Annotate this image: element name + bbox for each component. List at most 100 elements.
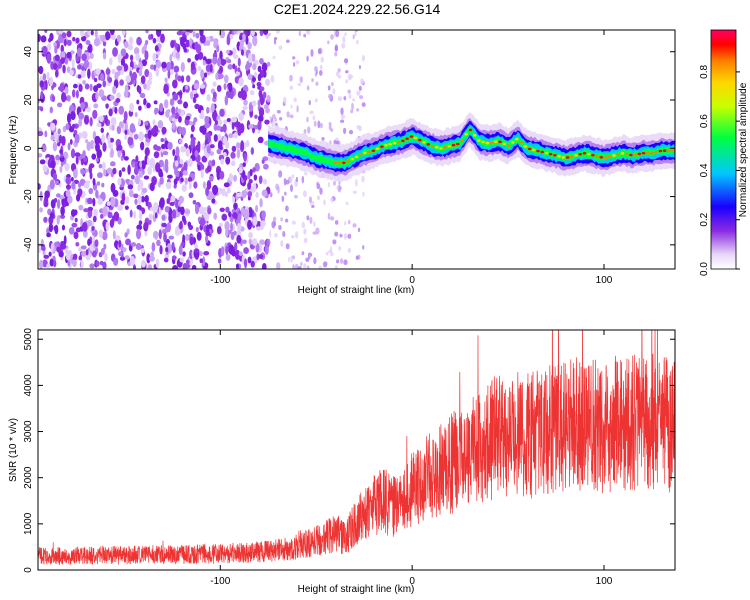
noise-dot: [138, 171, 143, 178]
signal-core-point: [384, 143, 388, 147]
noise-dot: [275, 183, 279, 191]
noise-dot: [185, 39, 191, 48]
noise-dot: [122, 247, 127, 253]
noise-dot: [116, 125, 122, 135]
noise-dot: [205, 231, 211, 236]
noise-dot: [101, 182, 105, 188]
noise-dot: [204, 212, 210, 222]
noise-dot: [143, 221, 149, 230]
noise-dot: [52, 172, 58, 181]
noise-dot: [295, 60, 300, 65]
noise-dot: [247, 42, 252, 50]
noise-dot: [252, 63, 257, 71]
noise-dot: [155, 145, 162, 152]
snr-x-ticks: -100 0 100: [210, 330, 613, 587]
noise-dot: [83, 208, 89, 213]
noise-dot: [292, 56, 296, 60]
noise-dot: [169, 98, 175, 106]
noise-dot: [205, 40, 211, 46]
noise-dot: [323, 199, 326, 206]
noise-dot: [202, 207, 208, 212]
signal-core-point: [354, 155, 359, 159]
noise-dot: [109, 94, 115, 101]
noise-dot: [133, 166, 139, 176]
noise-dot: [80, 259, 84, 269]
signal-core-point: [439, 146, 443, 150]
noise-dot: [71, 89, 76, 98]
noise-dot: [66, 39, 72, 46]
noise-dot: [169, 201, 175, 206]
signal-core-point: [312, 155, 317, 159]
noise-dot: [136, 224, 143, 231]
signal-core-point: [346, 159, 350, 163]
noise-dot: [58, 250, 64, 258]
noise-dot: [205, 187, 209, 197]
noise-dot: [88, 187, 94, 195]
noise-dot: [41, 246, 46, 252]
noise-dot: [216, 148, 222, 155]
noise-dot: [306, 55, 309, 62]
noise-dot: [355, 255, 359, 260]
signal-core-point: [443, 145, 447, 149]
noise-dot: [347, 233, 352, 239]
noise-dot: [93, 77, 98, 83]
noise-dot: [46, 53, 52, 64]
signal-core-point: [493, 140, 498, 144]
noise-dot: [164, 205, 170, 213]
noise-dot: [91, 225, 95, 231]
noise-dot: [111, 68, 116, 75]
y-tick-label: 5000: [23, 328, 34, 351]
noise-dot: [50, 122, 56, 131]
noise-dot: [313, 220, 316, 227]
noise-dot: [343, 58, 349, 64]
noise-dot: [49, 179, 55, 190]
noise-dot: [82, 229, 88, 238]
noise-dot: [97, 172, 103, 179]
noise-dot: [194, 248, 200, 254]
noise-dot: [146, 253, 151, 264]
signal-core-point: [472, 133, 477, 137]
noise-dot: [241, 190, 247, 199]
noise-dot: [303, 263, 307, 269]
noise-dot: [161, 143, 166, 150]
noise-dot: [123, 90, 129, 98]
noise-dot: [343, 232, 347, 240]
signal-core-point: [506, 144, 511, 147]
noise-dot: [116, 65, 123, 72]
noise-dot: [172, 209, 177, 219]
noise-dot: [101, 231, 108, 241]
signal-core-point: [291, 148, 295, 152]
noise-dot: [267, 94, 271, 101]
noise-dot: [306, 85, 310, 91]
noise-dot: [228, 244, 235, 255]
noise-dot: [91, 250, 97, 258]
noise-dot: [226, 49, 230, 54]
noise-dot: [104, 252, 108, 262]
noise-dot: [229, 33, 234, 40]
noise-dot: [301, 175, 305, 184]
noise-dot: [56, 215, 60, 225]
noise-dot: [161, 126, 167, 135]
noise-dot: [77, 182, 82, 188]
noise-dot: [170, 70, 174, 75]
noise-dot: [258, 89, 263, 98]
noise-dot: [117, 177, 122, 186]
noise-dot: [233, 174, 238, 182]
noise-dot: [76, 193, 81, 202]
signal-trace: [268, 112, 675, 183]
noise-dot: [334, 265, 338, 269]
noise-dot: [312, 115, 316, 121]
noise-dot: [328, 93, 333, 100]
noise-dot: [192, 120, 196, 126]
noise-dot: [234, 249, 241, 260]
noise-dot: [334, 220, 339, 225]
noise-dot: [198, 251, 203, 257]
noise-dot: [201, 155, 208, 163]
noise-dot: [230, 160, 236, 167]
noise-dot: [238, 166, 243, 174]
noise-dot: [268, 32, 271, 36]
noise-dot: [76, 47, 82, 57]
colorbar-label: Normalized spectral amplitude: [738, 82, 749, 217]
noise-dot: [110, 33, 117, 40]
